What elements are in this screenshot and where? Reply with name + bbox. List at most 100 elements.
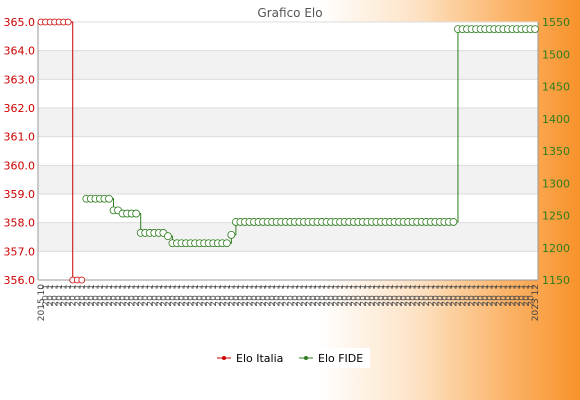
x-tick-label: 20 1 — [69, 284, 79, 307]
x-tick-label: 20 1 — [372, 284, 382, 307]
legend-box — [212, 348, 370, 368]
x-tick-label: 20 1 — [422, 284, 432, 307]
x-tick-label: 20 1 — [291, 284, 301, 307]
x-tick-label: 20 1 — [350, 284, 360, 307]
x-tick-label: 20 1 — [164, 284, 174, 307]
series-elo-italia — [37, 18, 86, 284]
x-tick-label: 20 1 — [182, 284, 192, 307]
x-tick-label: 20 1 — [413, 284, 423, 307]
x-tick-label: 20 1 — [227, 284, 237, 307]
left-tick-label: 365.0 — [4, 16, 36, 29]
x-tick-label: 20 1 — [341, 284, 351, 307]
right-y-axis: 1150 1200 1250 1300 1350 1400 1450 1500 1550 — [38, 16, 570, 287]
right-tick-label: 1550 — [542, 16, 570, 29]
x-tick-label: 20 1 — [46, 284, 56, 307]
x-tick-label: 20 1 — [100, 284, 110, 307]
legend-label-elo-fide: Elo FIDE — [318, 352, 363, 365]
point-elo-fide — [531, 25, 539, 33]
x-tick-label: 20 1 — [177, 284, 187, 307]
x-tick-label: 20 1 — [304, 284, 314, 307]
x-tick-label: 20 1 — [78, 284, 88, 307]
x-tick-label: 20 1 — [73, 284, 83, 307]
x-tick-label: 20 1 — [282, 284, 292, 307]
x-tick-label: 20 1 — [110, 284, 120, 307]
x-tick-label: 20 1 — [477, 284, 487, 307]
x-tick-label: 20 1 — [499, 284, 509, 307]
x-tick-label: 20 1 — [132, 284, 142, 307]
x-tick-label: 20 1 — [517, 284, 527, 307]
x-tick-label: 20 1 — [418, 284, 428, 307]
chart-title: Grafico Elo — [257, 6, 322, 20]
x-tick-label: 20 1 — [508, 284, 518, 307]
x-tick-label: 20 1 — [445, 284, 455, 307]
x-tick-label: 20 1 — [318, 284, 328, 307]
x-tick-label: 20 1 — [526, 284, 536, 307]
x-tick-label: 20 1 — [522, 284, 532, 307]
x-tick-label: 20 1 — [114, 284, 124, 307]
x-tick-label: 20 1 — [236, 284, 246, 307]
right-tick-label: 1400 — [542, 113, 570, 126]
x-tick-label: 20 1 — [123, 284, 133, 307]
legend-marker-elo-fide — [304, 356, 308, 360]
x-tick-label: 20 1 — [128, 284, 138, 307]
left-y-axis: 356.0 357.0 358.0 359.0 360.0 361.0 362.0 363.0… — [4, 16, 39, 287]
x-tick-label: 20 1 — [345, 284, 355, 307]
x-tick-label: 20 1 — [409, 284, 419, 307]
point-elo-italia — [64, 18, 72, 26]
x-tick-label: 20 1 — [55, 284, 65, 307]
left-tick-label: 357.0 — [4, 245, 36, 258]
x-tick-label: 20 1 — [436, 284, 446, 307]
x-tick-label: 20 1 — [481, 284, 491, 307]
grid-band — [38, 165, 538, 194]
x-tick-label: 2015 10 — [37, 284, 47, 321]
series-layer — [37, 18, 539, 284]
right-tick-label: 1500 — [542, 48, 570, 61]
x-tick-label: 20 1 — [232, 284, 242, 307]
x-tick-label: 20 1 — [214, 284, 224, 307]
x-tick-label: 20 1 — [386, 284, 396, 307]
x-tick-label: 20 1 — [218, 284, 228, 307]
x-tick-label: 20 1 — [354, 284, 364, 307]
x-tick-label: 20 1 — [363, 284, 373, 307]
x-tick-label: 20 1 — [381, 284, 391, 307]
x-tick-label: 20 1 — [196, 284, 206, 307]
x-tick-label: 20 1 — [146, 284, 156, 307]
point-elo-fide — [449, 218, 458, 226]
point-elo-fide — [227, 230, 236, 239]
grid-band — [38, 108, 538, 137]
left-tick-label: 356.0 — [4, 274, 36, 287]
x-tick-label: 20 1 — [209, 284, 219, 307]
x-tick-label: 20 1 — [431, 284, 441, 307]
x-tick-label: 20 1 — [323, 284, 333, 307]
x-tick-label: 20 1 — [173, 284, 183, 307]
x-tick-label: 20 1 — [205, 284, 215, 307]
right-tick-label: 1450 — [542, 81, 570, 94]
legend-item-elo-fide[interactable]: Elo FIDE — [299, 352, 363, 365]
point-elo-fide — [105, 194, 113, 203]
x-tick-label: 20 1 — [64, 284, 74, 307]
x-tick-label: 20 1 — [449, 284, 459, 307]
x-tick-label: 20 1 — [490, 284, 500, 307]
x-tick-label: 20 1 — [60, 284, 70, 307]
right-tick-label: 1300 — [542, 177, 570, 190]
x-tick-label: 20 1 — [300, 284, 310, 307]
x-tick-label: 20 1 — [250, 284, 260, 307]
x-tick-label: 20 1 — [336, 284, 346, 307]
x-tick-label: 20 1 — [255, 284, 265, 307]
left-tick-label: 361.0 — [4, 131, 36, 144]
left-tick-label: 358.0 — [4, 217, 36, 230]
x-tick-label: 20 1 — [309, 284, 319, 307]
left-tick-label: 363.0 — [4, 73, 36, 86]
x-tick-label: 20 1 — [377, 284, 387, 307]
point-elo-fide — [163, 232, 172, 241]
right-tick-label: 1250 — [542, 210, 570, 223]
legend-marker-elo-italia — [222, 356, 226, 360]
legend: Elo Italia Elo FIDE — [212, 348, 370, 368]
legend-item-elo-italia[interactable]: Elo Italia — [217, 352, 283, 365]
x-tick-label: 20 1 — [440, 284, 450, 307]
x-tick-label: 20 1 — [91, 284, 101, 307]
x-tick-label: 20 1 — [472, 284, 482, 307]
x-tick-label: 20 1 — [245, 284, 255, 307]
series-elo-fide — [82, 25, 539, 248]
